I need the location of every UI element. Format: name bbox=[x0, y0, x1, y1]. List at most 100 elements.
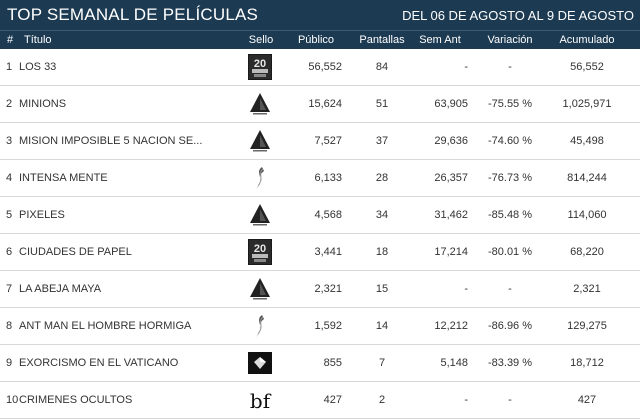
sem-ant-value: 29,636 bbox=[434, 135, 468, 147]
rank-number: 1 bbox=[6, 61, 13, 73]
sem-ant-value: 17,214 bbox=[434, 246, 468, 258]
table-row: 7 LA ABEJA MAYA 2,321 15 - - 2,321 bbox=[0, 271, 640, 308]
rank-number: 6 bbox=[6, 246, 13, 258]
variacion-value: - bbox=[508, 394, 512, 406]
rank-number: 10 bbox=[6, 394, 19, 406]
column-header-publico: Público bbox=[297, 34, 335, 46]
publico-value: 4,568 bbox=[314, 209, 342, 221]
acumulado-value: 18,712 bbox=[570, 357, 604, 369]
variacion-value: -85.48 % bbox=[487, 209, 533, 221]
rank-number: 9 bbox=[6, 357, 13, 369]
publico-value: 56,552 bbox=[308, 61, 342, 73]
movie-title: LA ABEJA MAYA bbox=[19, 283, 102, 295]
pyramid-logo bbox=[248, 202, 272, 228]
rank-number: 4 bbox=[6, 172, 13, 184]
movie-title: MISION IMPOSIBLE 5 NACION SE... bbox=[19, 135, 203, 147]
table-row: 9 EXORCISMO EN EL VATICANO 855 7 5,148 -83.39… bbox=[0, 345, 640, 382]
rank-number: 5 bbox=[6, 209, 13, 221]
pantallas-value: 14 bbox=[375, 320, 389, 332]
table-body: 1 LOS 33 20 56,552 84- -56,552 2 MINIONS 15,624 5… bbox=[0, 49, 640, 419]
acumulado-value: 45,498 bbox=[570, 135, 604, 147]
table-row: 10 CRIMENES OCULTOS bf 427 2 - - 427 bbox=[0, 382, 640, 419]
table-row: 5 PIXELES 4,568 34 31,462 -85.48 % 114,060 bbox=[0, 197, 640, 234]
acumulado-value: 427 bbox=[577, 394, 597, 406]
variacion-value: -83.39 % bbox=[487, 357, 533, 369]
rank-number: 7 bbox=[6, 283, 13, 295]
variacion-value: -80.01 % bbox=[487, 246, 533, 258]
sem-ant-value: 5,148 bbox=[440, 357, 468, 369]
pantallas-value: 28 bbox=[375, 172, 389, 184]
pyramid-logo bbox=[248, 276, 272, 302]
acumulado-value: 2,321 bbox=[573, 283, 601, 295]
rank-number: 2 bbox=[6, 98, 13, 110]
table-row: 4 INTENSA MENTE 6,133 28 26,357 -76.73 % 814,2… bbox=[0, 160, 640, 197]
pantallas-value: 18 bbox=[375, 246, 389, 258]
column-header-number: # bbox=[7, 34, 14, 46]
sem-ant-value: 31,462 bbox=[434, 209, 468, 221]
svg-text:bf: bf bbox=[250, 389, 272, 413]
movie-title: MINIONS bbox=[19, 98, 67, 110]
acumulado-value: 129,275 bbox=[567, 320, 607, 332]
publico-value: 427 bbox=[323, 394, 342, 406]
variacion-value: -74.60 % bbox=[487, 135, 533, 147]
movie-title: EXORCISMO EN EL VATICANO bbox=[19, 357, 179, 369]
variacion-value: -76.73 % bbox=[487, 172, 533, 184]
sem-ant-value: - bbox=[464, 394, 468, 406]
column-header-sem-ant: Sem Ant bbox=[419, 34, 461, 46]
publico-value: 7,527 bbox=[314, 135, 342, 147]
acumulado-value: 68,220 bbox=[570, 246, 604, 258]
pantallas-value: 84 bbox=[375, 61, 389, 73]
diamond-logo bbox=[248, 350, 272, 376]
variacion-value: - bbox=[508, 61, 512, 73]
publico-value: 15,624 bbox=[308, 98, 342, 110]
publico-value: 3,441 bbox=[314, 246, 342, 258]
page-header: TOP SEMANAL DE PELÍCULAS DEL 06 DE AGOST… bbox=[0, 0, 640, 30]
movie-title: CIUDADES DE PAPEL bbox=[19, 246, 132, 258]
rank-number: 3 bbox=[6, 135, 13, 147]
acumulado-value: 1,025,971 bbox=[562, 98, 612, 110]
date-range: DEL 06 DE AGOSTO AL 9 DE AGOSTO bbox=[402, 7, 634, 23]
movie-title: PIXELES bbox=[19, 209, 65, 221]
pyramid-logo bbox=[248, 128, 272, 154]
variacion-value: -86.96 % bbox=[487, 320, 533, 332]
publico-value: 855 bbox=[323, 357, 342, 369]
fox-20th-century-logo: 20 bbox=[248, 54, 272, 80]
swoosh-logo bbox=[248, 313, 272, 339]
publico-value: 6,133 bbox=[314, 172, 342, 184]
pyramid-logo bbox=[248, 91, 272, 117]
column-header-pantallas: Pantallas bbox=[359, 34, 405, 46]
pantallas-value: 7 bbox=[378, 357, 386, 369]
table-row: 6 CIUDADES DE PAPEL 20 3,441 18 17,214 -80.01 … bbox=[0, 234, 640, 271]
column-header-sello: Sello bbox=[248, 34, 274, 46]
acumulado-value: 114,060 bbox=[567, 209, 607, 221]
table-row: 1 LOS 33 20 56,552 84 - - 56,552 bbox=[0, 49, 640, 86]
acumulado-value: 814,244 bbox=[567, 172, 607, 184]
pantallas-value: 51 bbox=[375, 98, 389, 110]
column-header-acumulado: Acumulado bbox=[559, 34, 615, 46]
rank-number: 8 bbox=[6, 320, 13, 332]
table-row: 3 MISION IMPOSIBLE 5 NACION SE... 7,527 37 2… bbox=[0, 123, 640, 160]
movie-title: LOS 33 bbox=[19, 61, 57, 73]
table-row: 2 MINIONS 15,624 51 63,905 -75.55 % 1,025,971 bbox=[0, 86, 640, 123]
sem-ant-value: - bbox=[464, 61, 468, 73]
movie-title: CRIMENES OCULTOS bbox=[19, 394, 133, 406]
swoosh-logo bbox=[248, 165, 272, 191]
table-row: 8 ANT MAN EL HOMBRE HORMIGA 1,592 14 12,212 -… bbox=[0, 308, 640, 345]
sem-ant-value: 63,905 bbox=[434, 98, 468, 110]
variacion-value: -75.55 % bbox=[487, 98, 533, 110]
column-header-variacion: Variación bbox=[487, 34, 533, 46]
svg-text:20: 20 bbox=[254, 243, 266, 255]
column-header-title: Título bbox=[24, 34, 52, 46]
publico-value: 2,321 bbox=[314, 283, 342, 295]
publico-value: 1,592 bbox=[314, 320, 342, 332]
pantallas-value: 34 bbox=[375, 209, 389, 221]
svg-text:20: 20 bbox=[254, 58, 266, 70]
movie-title: ANT MAN EL HOMBRE HORMIGA bbox=[19, 320, 192, 332]
pantallas-value: 37 bbox=[375, 135, 389, 147]
sem-ant-value: 12,212 bbox=[434, 320, 468, 332]
acumulado-value: 56,552 bbox=[570, 61, 604, 73]
table-header: # Título Sello Público Pantallas Sem Ant… bbox=[0, 30, 640, 49]
pantallas-value: 15 bbox=[375, 283, 389, 295]
bf-logo: bf bbox=[248, 387, 272, 413]
sem-ant-value: 26,357 bbox=[434, 172, 468, 184]
